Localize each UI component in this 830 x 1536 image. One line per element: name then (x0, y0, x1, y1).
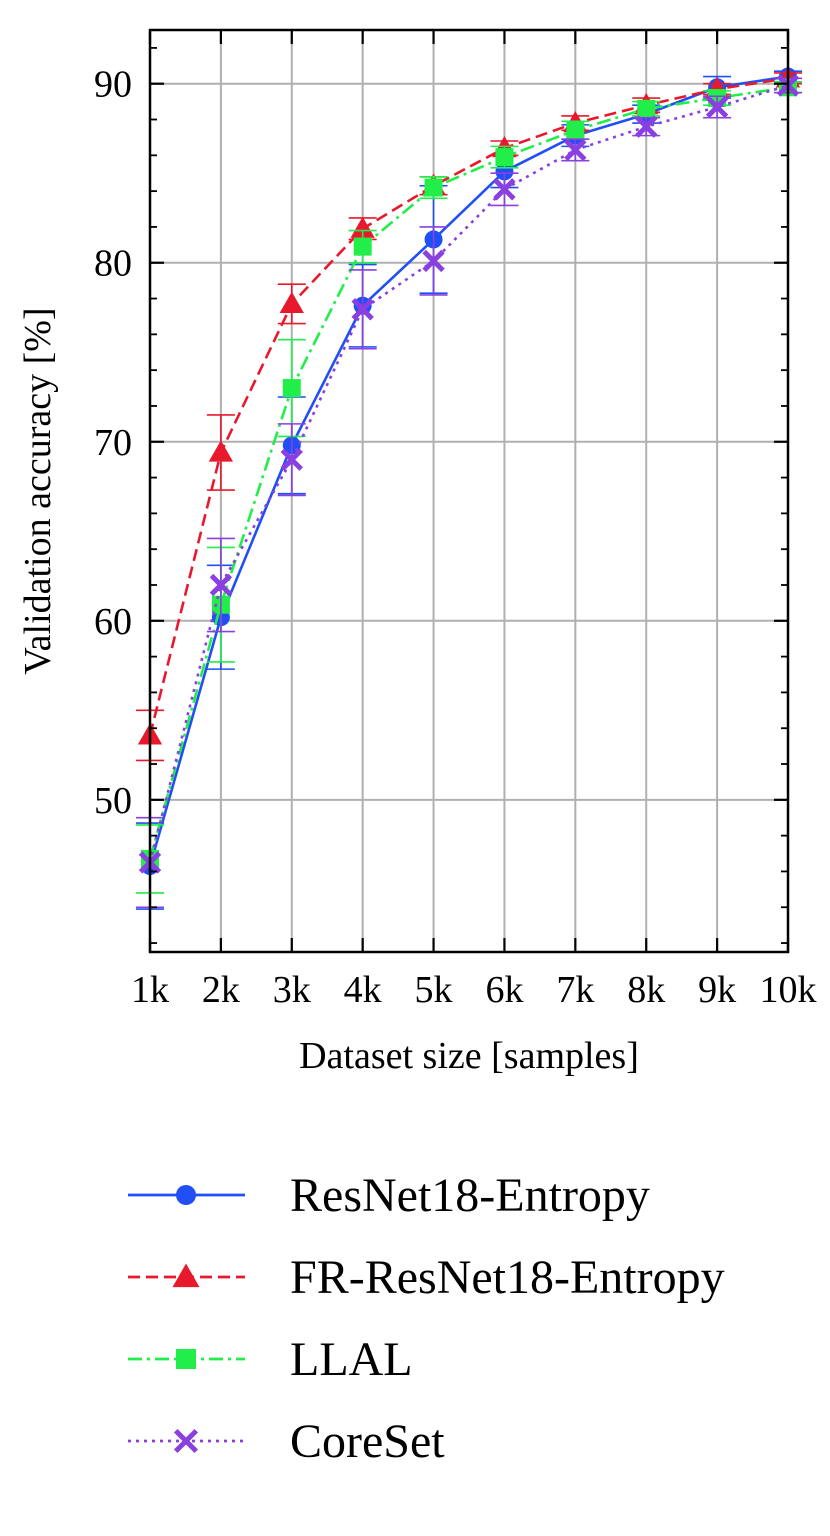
series-coreset (136, 74, 802, 909)
data-point (705, 95, 729, 119)
y-axis-title: Validation accuracy [%] (17, 307, 59, 674)
series-line (148, 86, 789, 860)
y-tick-label: 80 (94, 243, 132, 285)
legend-item: FR-ResNet18-Entropy (128, 1251, 725, 1304)
series-line (148, 77, 789, 736)
legend-item: CoreSet (128, 1415, 445, 1468)
x-tick-label: 8k (627, 969, 665, 1011)
x-tick-label: 5k (415, 969, 453, 1011)
data-point (176, 1349, 196, 1369)
x-tick-label: 3k (273, 969, 311, 1011)
data-point (495, 148, 514, 167)
data-point (493, 178, 516, 201)
y-tick-label: 60 (94, 601, 132, 643)
legend-label: ResNet18-Entropy (290, 1169, 650, 1222)
y-tick-label: 50 (94, 780, 132, 822)
x-tick-label: 4k (344, 969, 382, 1011)
x-tick-label: 9k (698, 969, 736, 1011)
y-tick-label: 70 (94, 422, 132, 464)
legend-label: LLAL (290, 1333, 413, 1386)
plot-frame (148, 28, 790, 954)
tick-labels: 1k 2k 3k 4k 5k 6k 7k 8k 9k 10k 50 60 70 80 90 (94, 64, 817, 1011)
axis-ticks (148, 30, 790, 952)
data-point (172, 1263, 200, 1288)
legend: ResNet18-Entropy FR-ResNet18-Entropy LLAL C… (128, 1169, 725, 1468)
x-tick-label: 2k (202, 969, 240, 1011)
data-point (351, 298, 374, 321)
data-point (208, 440, 234, 462)
data-point (279, 291, 304, 314)
series-resnet18-entropy (136, 67, 802, 910)
data-point (635, 115, 658, 138)
series-line (148, 84, 789, 863)
series-llal (136, 78, 802, 894)
x-axis-title: Dataset size [samples] (299, 1035, 639, 1077)
x-tick-label: 10k (760, 969, 817, 1011)
x-tick-label: 1k (131, 969, 169, 1011)
x-tick-label: 7k (556, 969, 594, 1011)
grid-lines (149, 30, 789, 952)
legend-item: ResNet18-Entropy (128, 1169, 650, 1222)
data-point (280, 448, 303, 471)
data-point (422, 249, 445, 273)
data-point (350, 216, 375, 238)
data-point (566, 121, 585, 140)
data-point (176, 1185, 196, 1205)
data-point (564, 138, 587, 162)
data-point (424, 178, 443, 197)
data-point (353, 237, 372, 256)
data-point (209, 573, 233, 597)
data-point (282, 379, 301, 398)
series-line (148, 75, 789, 867)
legend-label: CoreSet (290, 1415, 445, 1468)
y-tick-label: 90 (94, 64, 132, 106)
legend-item: LLAL (128, 1333, 413, 1386)
data-point (637, 99, 656, 118)
data-point (173, 1428, 199, 1454)
data-point (495, 162, 514, 181)
plot-series (136, 66, 802, 910)
series-fr-resnet18-entropy (136, 66, 802, 762)
legend-label: FR-ResNet18-Entropy (290, 1251, 725, 1304)
x-tick-label: 6k (485, 969, 523, 1011)
